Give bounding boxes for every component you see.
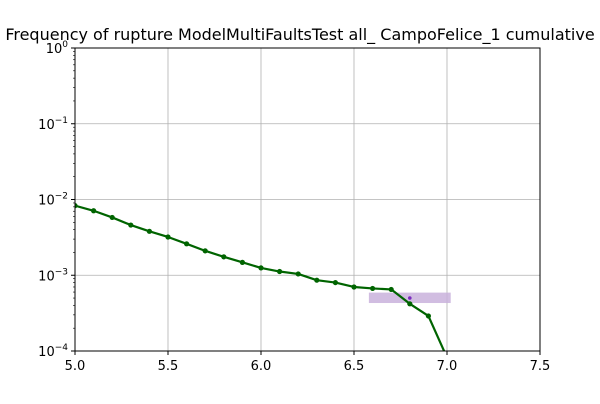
grid (74, 47, 541, 352)
data-point (351, 284, 357, 290)
x-axis-ticks: 5.0 5.5 6.0 6.5 7.0 7.5 (65, 351, 551, 374)
x-tick-label: 7.5 (530, 359, 551, 374)
y-tick-label: 10−3 (38, 267, 68, 284)
observed-band-layer (368, 292, 451, 304)
data-point (75, 203, 78, 209)
data-point (314, 277, 320, 283)
data-point (221, 254, 227, 260)
data-point (332, 279, 338, 286)
data-point (295, 271, 301, 277)
x-tick-label: 6.0 (251, 359, 272, 374)
data-point (277, 268, 283, 275)
series-layer (75, 203, 446, 351)
x-tick-label: 6.5 (344, 359, 365, 374)
chart-title: Frequency of rupture ModelMultiFaultsTes… (5, 25, 594, 45)
data-point (370, 285, 376, 292)
data-point (128, 222, 134, 228)
data-point (184, 241, 190, 247)
data-point (258, 265, 264, 271)
data-point (239, 259, 245, 265)
y-tick-label: 10−1 (38, 116, 68, 133)
data-point (407, 301, 413, 307)
y-tick-label: 100 (46, 40, 69, 57)
data-point (165, 234, 171, 240)
observed-point (408, 296, 412, 300)
x-tick-label: 5.0 (65, 359, 86, 374)
data-point (425, 313, 431, 319)
data-point (91, 208, 97, 214)
data-point (109, 214, 115, 221)
data-point (388, 286, 394, 293)
x-tick-label: 7.0 (437, 359, 458, 374)
x-tick-label: 5.5 (158, 359, 179, 374)
y-axis-ticks: 10−4 10−3 10−2 10−1 100 (38, 40, 75, 360)
y-tick-label: 10−4 (38, 343, 68, 360)
data-point (202, 248, 208, 254)
y-tick-label: 10−2 (38, 192, 68, 209)
data-point (146, 228, 152, 234)
